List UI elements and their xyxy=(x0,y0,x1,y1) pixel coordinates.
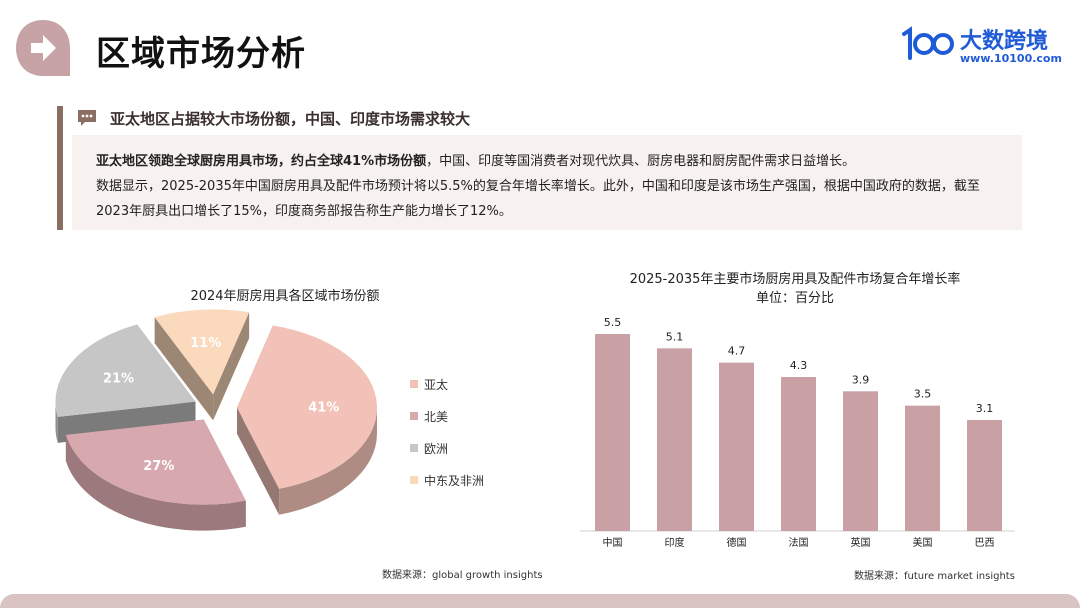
legend-item-mea: 中东及非洲 xyxy=(410,464,484,496)
legend-label: 中东及非洲 xyxy=(424,473,485,488)
bar-source: 数据来源：future market insights xyxy=(854,571,1015,582)
section-arrow-badge-icon xyxy=(16,20,70,76)
brand-url: www.10100.com xyxy=(960,52,1062,65)
summary-text: 亚太地区领跑全球厨房用具市场，约占全球41%市场份额，中国、印度等国消费者对现代… xyxy=(96,149,1006,224)
legend-item-apac: 亚太 xyxy=(410,368,484,400)
pie-slice-3 xyxy=(154,309,250,421)
pie-value-label: 41% xyxy=(308,400,339,415)
summary-accent-bar xyxy=(57,106,63,230)
legend-swatch xyxy=(410,412,418,420)
brand-logo-mark-icon xyxy=(902,26,954,60)
bar-value-label: 4.3 xyxy=(790,359,808,372)
bar-chart: 5.5 中国 5.1 印度 4.7 德国 4.3 法国 3.9 英国 3.5 美国 3.1 巴西 xyxy=(580,316,1015,549)
bar-value-label: 3.9 xyxy=(852,373,870,386)
bar-chart-title: 2025-2035年主要市场厨房用具及配件市场复合年增长率 xyxy=(629,272,961,287)
page-title: 区域市场分析 xyxy=(96,34,306,74)
footer-band xyxy=(0,594,1080,608)
pie-legend: 亚太 北美 欧洲 中东及非洲 xyxy=(410,368,484,496)
chat-bubble-icon xyxy=(78,110,96,126)
bar-value-label: 3.5 xyxy=(914,388,932,401)
brand-logo: 大数跨境 www.10100.com xyxy=(900,22,1070,70)
bar-value-label: 3.1 xyxy=(976,402,994,415)
legend-swatch xyxy=(410,476,418,484)
bar-category-label: 法国 xyxy=(789,536,809,549)
legend-label: 北美 xyxy=(424,409,449,424)
pie-value-label: 27% xyxy=(143,459,174,474)
bar-1 xyxy=(657,348,692,531)
pie-value-label: 11% xyxy=(190,336,221,351)
summary-line1-rest: ，中国、印度等国消费者对现代炊具、厨房电器和厨房配件需求日益增长。 xyxy=(426,154,856,169)
bar-category-label: 英国 xyxy=(851,536,871,549)
bar-3 xyxy=(781,376,816,531)
pie-slice-1 xyxy=(65,419,246,531)
bar-value-label: 5.1 xyxy=(666,330,684,343)
summary-heading: 亚太地区占据较大市场份额，中国、印度市场需求较大 xyxy=(110,110,471,128)
bar-5 xyxy=(905,405,940,531)
summary-bold-lead: 亚太地区领跑全球厨房用具市场，约占全球41%市场份额 xyxy=(96,154,427,169)
summary-line2: 数据显示，2025-2035年中国厨房用具及配件市场预计将以5.5%的复合年增长… xyxy=(96,179,980,219)
bar-6 xyxy=(967,419,1002,531)
bar-category-label: 中国 xyxy=(603,536,623,549)
legend-label: 亚太 xyxy=(424,377,449,392)
bar-category-label: 印度 xyxy=(665,536,685,549)
legend-item-europe: 欧洲 xyxy=(410,432,484,464)
bar-category-label: 德国 xyxy=(727,536,747,549)
bar-value-label: 4.7 xyxy=(728,345,746,358)
bar-0 xyxy=(595,334,630,531)
pie-chart: 41% 27% 21% 11% xyxy=(55,309,377,531)
bar-chart-title-block: 2025-2035年主要市场厨房用具及配件市场复合年增长率 单位：百分比 xyxy=(560,270,1030,308)
bar-2 xyxy=(719,362,754,531)
brand-name: 大数跨境 xyxy=(960,29,1049,54)
legend-label: 欧洲 xyxy=(424,441,449,456)
pie-source: 数据来源：global growth insights xyxy=(382,570,543,581)
pie-slice-0 xyxy=(236,325,377,515)
bar-4 xyxy=(843,391,878,531)
summary-box: 亚太地区领跑全球厨房用具市场，约占全球41%市场份额，中国、印度等国消费者对现代… xyxy=(72,135,1022,230)
pie-chart-title: 2024年厨房用具各区域市场份额 xyxy=(190,289,380,304)
bar-chart-subtitle: 单位：百分比 xyxy=(755,291,834,306)
bar-category-label: 美国 xyxy=(913,536,933,549)
pie-value-label: 21% xyxy=(103,371,134,386)
legend-swatch xyxy=(410,380,418,388)
bar-category-label: 巴西 xyxy=(975,537,995,549)
legend-item-north-america: 北美 xyxy=(410,400,484,432)
legend-swatch xyxy=(410,444,418,452)
bar-value-label: 5.5 xyxy=(604,316,622,329)
